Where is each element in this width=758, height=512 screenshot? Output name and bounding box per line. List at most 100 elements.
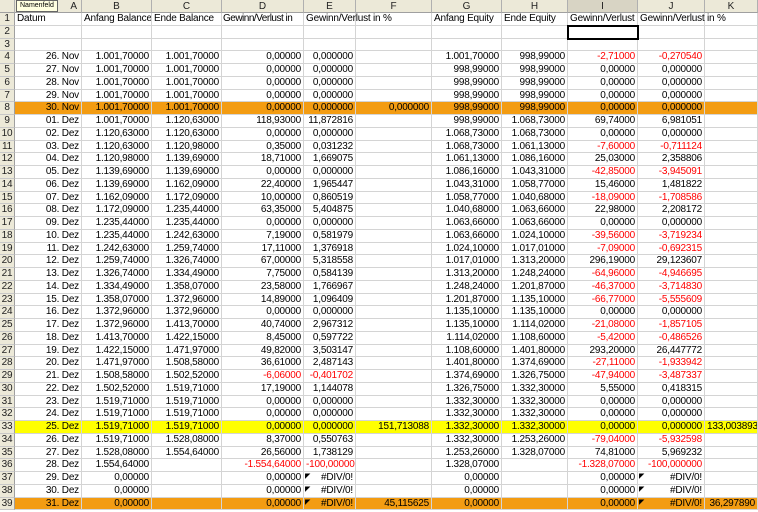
column-header-h[interactable]: H [502, 0, 568, 13]
cell-d38[interactable]: 0,00000 [222, 484, 304, 498]
cell-f16[interactable] [356, 204, 432, 217]
cell-f24[interactable] [356, 306, 432, 319]
cell-e30[interactable]: 1,144078 [304, 382, 356, 396]
cell-a10[interactable]: 02. Dez [15, 127, 82, 141]
cell-h24[interactable]: 1.135,10000 [502, 306, 568, 319]
row-header-37[interactable]: 37 [0, 472, 15, 485]
cell-b16[interactable]: 1.172,09000 [82, 204, 152, 217]
cell-d30[interactable]: 17,19000 [222, 382, 304, 396]
row-header-14[interactable]: 14 [0, 178, 15, 192]
cell-a34[interactable]: 26. Dez [15, 433, 82, 447]
cell-d13[interactable]: 0,00000 [222, 166, 304, 179]
cell-c7[interactable]: 1.001,70000 [152, 89, 222, 103]
cell-h31[interactable]: 1.332,30000 [502, 395, 568, 409]
cell-g29[interactable]: 1.374,69000 [432, 370, 502, 383]
cell-e3[interactable] [304, 38, 356, 52]
cell-g12[interactable]: 1.061,13000 [432, 153, 502, 166]
cell-f15[interactable] [356, 191, 432, 205]
cell-j4[interactable]: -0,270540 [638, 51, 705, 64]
cell-i6[interactable]: 0,00000 [568, 76, 638, 90]
cell-a5[interactable]: 27. Nov [15, 64, 82, 77]
cell-e10[interactable]: 0,000000 [304, 127, 356, 141]
cell-b28[interactable]: 1.471,97000 [82, 357, 152, 370]
cell-e20[interactable]: 5,318558 [304, 255, 356, 268]
row-header-22[interactable]: 22 [0, 280, 15, 294]
cell-c21[interactable]: 1.334,49000 [152, 268, 222, 281]
cell-g36[interactable]: 1.328,07000 [432, 459, 502, 472]
cell-c22[interactable]: 1.358,07000 [152, 280, 222, 294]
cell-d36[interactable]: -1.554,64000 [222, 459, 304, 472]
cell-h9[interactable]: 1.068,73000 [502, 115, 568, 128]
cell-g23[interactable]: 1.201,87000 [432, 293, 502, 307]
cell-d37[interactable]: 0,00000 [222, 472, 304, 485]
cell-g19[interactable]: 1.024,10000 [432, 242, 502, 256]
cell-i39[interactable]: 0,00000 [568, 497, 638, 511]
row-header-38[interactable]: 38 [0, 484, 15, 498]
cell-j12[interactable]: 2,358806 [638, 153, 705, 166]
cell-b30[interactable]: 1.502,52000 [82, 382, 152, 396]
cell-b26[interactable]: 1.413,70000 [82, 331, 152, 345]
cell-a17[interactable]: 09. Dez [15, 217, 82, 230]
cell-h5[interactable]: 998,99000 [502, 64, 568, 77]
cell-h16[interactable]: 1.063,66000 [502, 204, 568, 217]
cell-j16[interactable]: 2,208172 [638, 204, 705, 217]
row-header-11[interactable]: 11 [0, 140, 15, 154]
cell-j20[interactable]: 29,123607 [638, 255, 705, 268]
cell-e39[interactable]: ◤ #DIV/0! [304, 497, 356, 511]
row-header-4[interactable]: 4 [0, 51, 15, 64]
cell-b32[interactable]: 1.519,71000 [82, 408, 152, 421]
cell-g37[interactable]: 0,00000 [432, 472, 502, 485]
cell-j37[interactable]: ◤ #DIV/0! [638, 472, 705, 485]
cell-h14[interactable]: 1.058,77000 [502, 178, 568, 192]
cell-j24[interactable]: 0,000000 [638, 306, 705, 319]
cell-f30[interactable] [356, 382, 432, 396]
cell-c32[interactable]: 1.519,71000 [152, 408, 222, 421]
cell-k14[interactable] [705, 178, 758, 192]
cell-g9[interactable]: 998,99000 [432, 115, 502, 128]
cell-a7[interactable]: 29. Nov [15, 89, 82, 103]
cell-k35[interactable] [705, 446, 758, 460]
cell-c29[interactable]: 1.502,52000 [152, 370, 222, 383]
cell-g27[interactable]: 1.108,60000 [432, 344, 502, 358]
cell-e23[interactable]: 1,096409 [304, 293, 356, 307]
cell-k23[interactable] [705, 293, 758, 307]
cell-g30[interactable]: 1.326,75000 [432, 382, 502, 396]
cell-f39[interactable]: 45,115625 [356, 497, 432, 511]
row-header-2[interactable]: 2 [0, 25, 15, 39]
cell-e29[interactable]: -0,401702 [304, 370, 356, 383]
cell-f9[interactable] [356, 115, 432, 128]
cell-c24[interactable]: 1.372,96000 [152, 306, 222, 319]
cell-j19[interactable]: -0,692315 [638, 242, 705, 256]
cell-f22[interactable] [356, 280, 432, 294]
cell-j32[interactable]: 0,000000 [638, 408, 705, 421]
cell-g17[interactable]: 1.063,66000 [432, 217, 502, 230]
cell-b1[interactable]: Anfang Balance [82, 13, 152, 26]
cell-b31[interactable]: 1.519,71000 [82, 395, 152, 409]
cell-d31[interactable]: 0,00000 [222, 395, 304, 409]
cell-b15[interactable]: 1.162,09000 [82, 191, 152, 205]
cell-c19[interactable]: 1.259,74000 [152, 242, 222, 256]
error-indicator-icon[interactable]: ◤ [639, 485, 645, 493]
cell-d29[interactable]: -6,06000 [222, 370, 304, 383]
cell-h30[interactable]: 1.332,30000 [502, 382, 568, 396]
row-header-19[interactable]: 19 [0, 242, 15, 256]
cell-c27[interactable]: 1.471,97000 [152, 344, 222, 358]
cell-e9[interactable]: 11,872816 [304, 115, 356, 128]
row-header-36[interactable]: 36 [0, 459, 15, 472]
cell-f17[interactable] [356, 217, 432, 230]
cell-j26[interactable]: -0,486526 [638, 331, 705, 345]
error-indicator-icon[interactable]: ◤ [305, 498, 311, 506]
cell-a9[interactable]: 01. Dez [15, 115, 82, 128]
cell-b22[interactable]: 1.334,49000 [82, 280, 152, 294]
column-header-b[interactable]: B [82, 0, 152, 13]
cell-j11[interactable]: -0,711124 [638, 140, 705, 154]
cell-b7[interactable]: 1.001,70000 [82, 89, 152, 103]
cell-h38[interactable] [502, 484, 568, 498]
cell-c1[interactable]: Ende Balance [152, 13, 222, 26]
cell-a24[interactable]: 16. Dez [15, 306, 82, 319]
cell-h27[interactable]: 1.401,80000 [502, 344, 568, 358]
cell-d8[interactable]: 0,00000 [222, 102, 304, 115]
cell-c23[interactable]: 1.372,96000 [152, 293, 222, 307]
cell-f3[interactable] [356, 38, 432, 52]
cell-a18[interactable]: 10. Dez [15, 229, 82, 243]
